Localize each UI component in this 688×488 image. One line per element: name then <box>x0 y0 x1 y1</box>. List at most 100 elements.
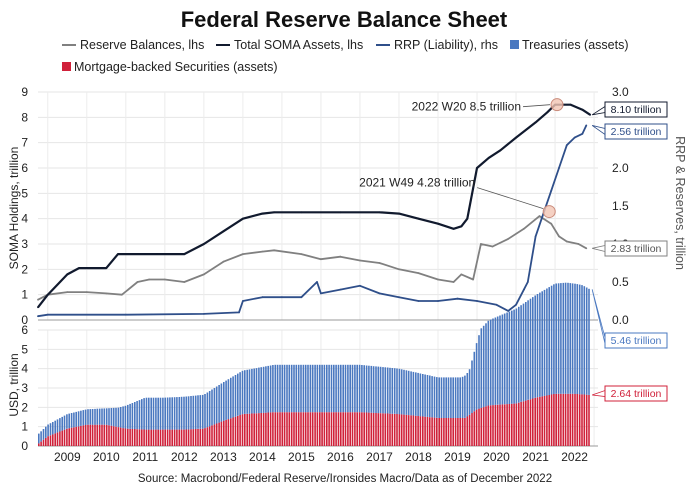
point-reserve-balances-lhs-26 <box>480 243 482 245</box>
mbs-bar-34 <box>117 427 120 446</box>
x-tick-label-2016: 2016 <box>327 450 354 464</box>
mbs-bar-233 <box>583 394 586 446</box>
mbs-bar-81 <box>227 419 230 446</box>
left-tick-label-0: 0 <box>21 313 28 327</box>
treasury-bar-220 <box>553 284 555 394</box>
treasury-bar-86 <box>239 372 241 415</box>
x-tick-label-2021: 2021 <box>522 450 549 464</box>
treasury-bar-69 <box>199 395 202 429</box>
point-rrp-liability-rhs-23 <box>526 281 529 283</box>
treasury-bar-212 <box>534 295 536 398</box>
treasury-bar-90 <box>248 369 251 414</box>
point-total-soma-assets-lhs-15 <box>300 211 303 214</box>
mbs-bar-92 <box>253 413 255 446</box>
point-rrp-liability-rhs-7 <box>281 296 283 299</box>
mbs-bar-60 <box>178 429 181 446</box>
mbs-bar-17 <box>77 426 80 446</box>
top-left-axis-ticks: 0 1 2 3 4 5 6 7 8 9 <box>21 85 28 327</box>
treasury-bar-43 <box>138 400 141 430</box>
point-reserve-balances-lhs-35 <box>585 247 588 250</box>
point-reserve-balances-lhs-2 <box>66 291 69 293</box>
treasury-bar-153 <box>396 368 398 414</box>
mbs-bar-25 <box>96 424 99 446</box>
mbs-bar-71 <box>204 428 206 446</box>
mbs-bar-20 <box>84 425 87 446</box>
top-left-axis-label: SOMA Holdings, trillion <box>7 147 21 270</box>
treasury-bar-45 <box>143 398 145 430</box>
point-total-soma-assets-lhs-29 <box>546 111 549 114</box>
legend-item-mbs: Mortgage-backed Securities (assets) <box>62 60 278 74</box>
end-label-mbs-box <box>604 385 668 402</box>
mbs-bar-96 <box>262 412 265 446</box>
treasury-bar-99 <box>269 365 272 413</box>
point-reserve-balances-lhs-14 <box>273 249 275 252</box>
mbs-bar-43 <box>138 429 141 446</box>
treasury-bar-52 <box>159 397 162 430</box>
point-reserve-balances-lhs-11 <box>222 260 225 263</box>
mbs-bar-170 <box>436 417 438 446</box>
treasury-bar-97 <box>265 366 267 413</box>
treasury-bar-82 <box>230 377 232 419</box>
end-label-treasuries: 5.46 trillion <box>611 335 662 347</box>
mbs-bar-103 <box>279 412 281 446</box>
mbs-bar-105 <box>283 412 286 446</box>
right-tick-label-0-0: 0.0 <box>612 313 629 327</box>
treasury-bar-137 <box>358 364 361 413</box>
mbs-bar-221 <box>555 393 557 446</box>
treasury-bar-64 <box>187 396 190 430</box>
mbs-bar-9 <box>59 431 61 446</box>
mbs-bar-184 <box>468 414 471 446</box>
treasury-bar-209 <box>527 300 529 400</box>
point-total-soma-assets-lhs-8 <box>156 253 158 256</box>
mbs-bar-116 <box>309 412 312 446</box>
mbs-bar-219 <box>550 394 553 446</box>
point-reserve-balances-lhs-12 <box>242 253 244 256</box>
point-total-soma-assets-lhs-13 <box>261 212 264 215</box>
treasury-bar-22 <box>89 409 92 425</box>
mbs-bar-155 <box>400 414 403 446</box>
treasury-bar-161 <box>415 372 417 416</box>
treasury-bar-197 <box>499 315 501 405</box>
mbs-bar-172 <box>440 418 443 446</box>
point-rrp-liability-rhs-0 <box>37 315 39 318</box>
point-reserve-balances-lhs-34 <box>577 243 580 245</box>
mbs-bar-83 <box>232 417 234 446</box>
treasury-bar-163 <box>419 373 422 417</box>
treasury-bar-196 <box>496 316 499 405</box>
treasury-bar-15 <box>73 412 75 428</box>
mbs-bar-148 <box>384 413 387 446</box>
treasury-bar-142 <box>370 365 373 413</box>
mbs-bar-15 <box>73 427 75 446</box>
treasury-bar-92 <box>253 368 255 414</box>
treasury-bar-23 <box>91 409 94 425</box>
treasury-bar-84 <box>234 375 237 417</box>
legend-item-treasuries: Treasuries (assets) <box>510 38 629 52</box>
mbs-bar-36 <box>122 428 124 446</box>
point-rrp-liability-rhs-31 <box>585 124 588 127</box>
treasury-bar-214 <box>539 292 541 397</box>
mbs-bar-227 <box>569 393 572 446</box>
point-reserve-balances-lhs-18 <box>359 259 361 262</box>
right-tick-label-2-0: 2.0 <box>612 161 629 175</box>
point-reserve-balances-lhs-30 <box>538 215 541 218</box>
legend: Reserve Balances, lhs Total SOMA Assets,… <box>62 38 629 74</box>
treasury-bar-8 <box>56 419 59 433</box>
mbs-bar-86 <box>239 415 241 446</box>
treasury-bar-227 <box>569 283 572 394</box>
mbs-bar-179 <box>457 418 459 446</box>
treasury-bar-65 <box>190 396 192 430</box>
mbs-bar-56 <box>169 429 171 446</box>
point-total-soma-assets-lhs-32 <box>581 108 584 111</box>
treasury-bar-75 <box>213 388 216 425</box>
point-total-soma-assets-lhs-16 <box>339 211 342 214</box>
treasury-bar-56 <box>169 397 171 430</box>
mbs-bar-157 <box>405 414 408 446</box>
treasury-bar-40 <box>131 403 134 429</box>
mbs-bar-186 <box>473 411 476 446</box>
mbs-bar-224 <box>562 393 565 446</box>
treasury-bar-189 <box>480 328 483 408</box>
point-total-soma-assets-lhs-14 <box>273 211 275 214</box>
legend-swatch-treasuries <box>510 40 519 49</box>
mbs-bar-109 <box>293 412 295 446</box>
